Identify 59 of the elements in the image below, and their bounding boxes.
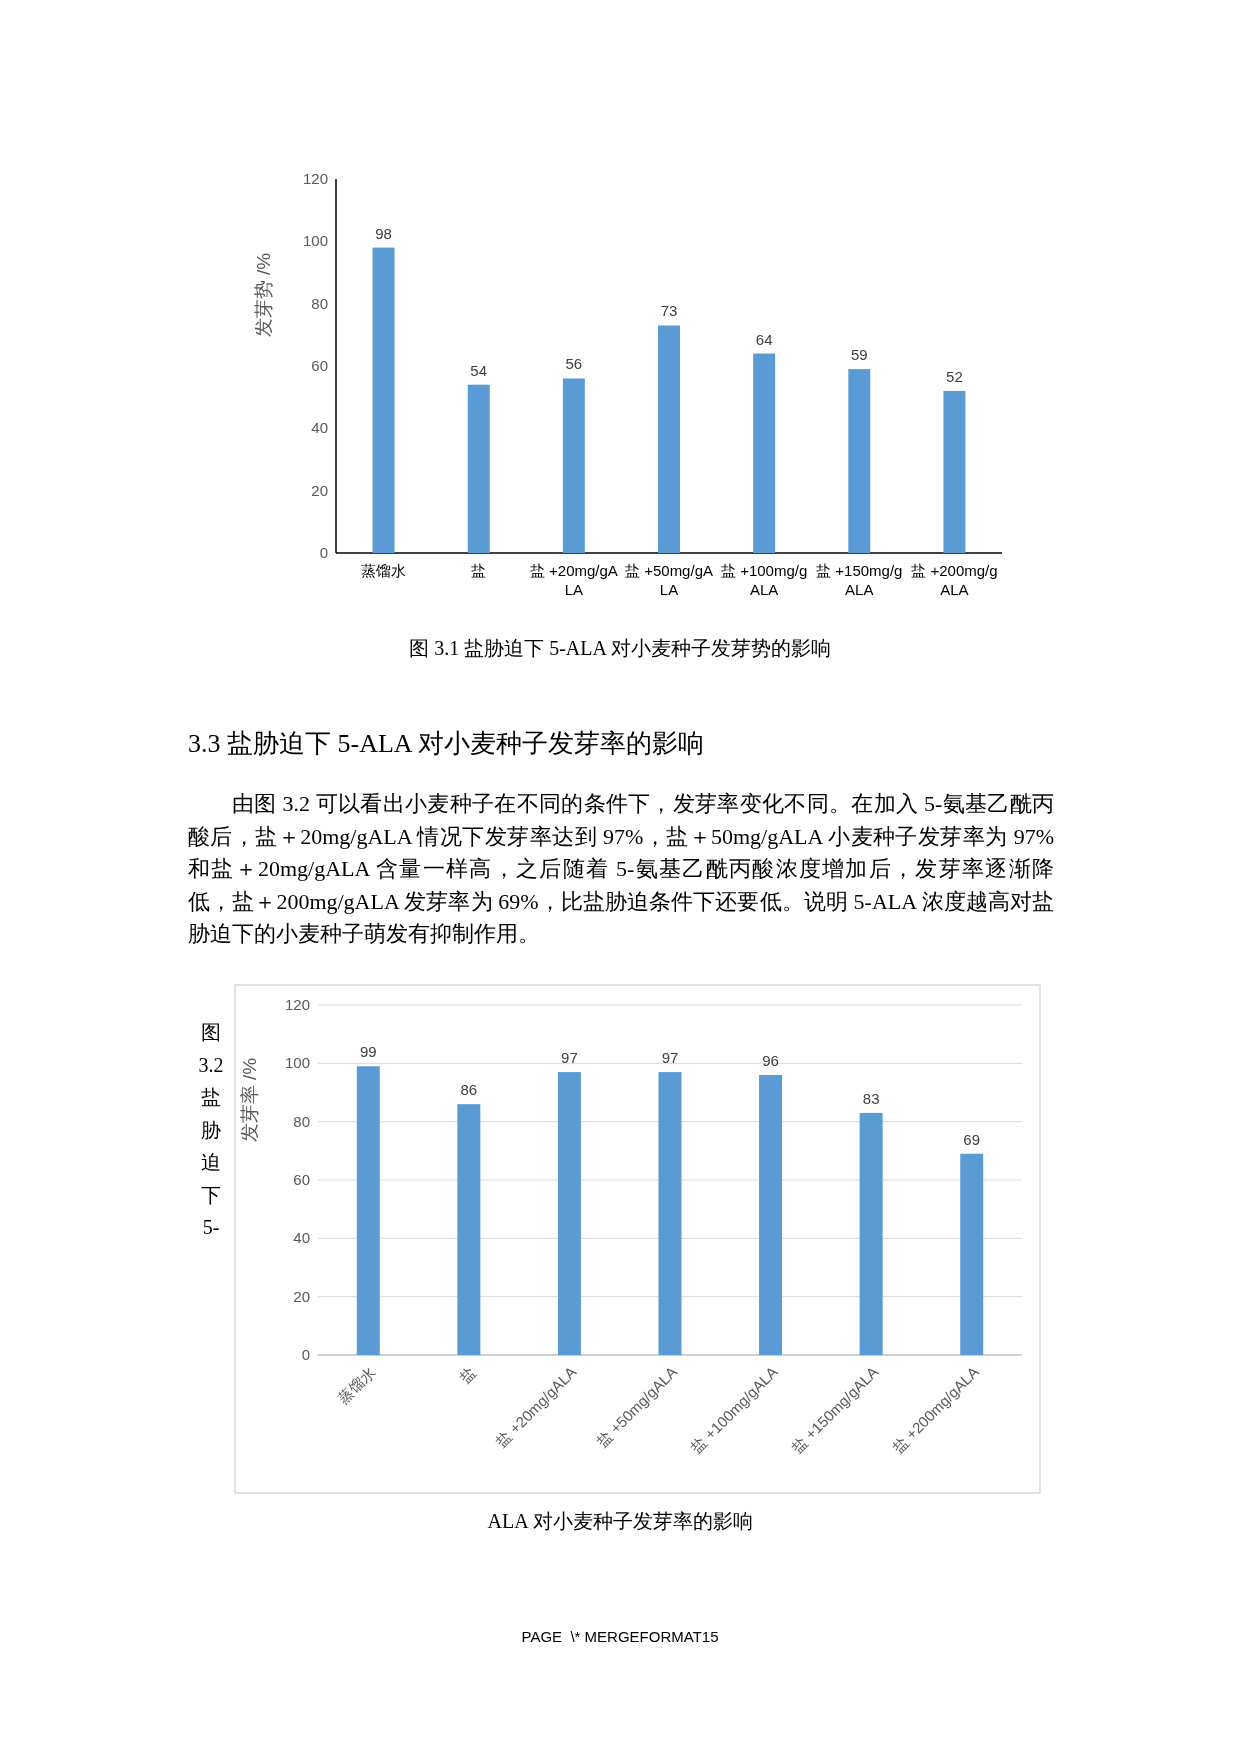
bar	[943, 390, 966, 553]
x-tick-label: 盐	[456, 1363, 479, 1386]
bar	[562, 378, 585, 553]
y-tick-label: 60	[311, 357, 328, 374]
data-label: 99	[359, 1043, 377, 1061]
caption: 图 3.2 盐胁迫下 5-	[197, 1020, 225, 1240]
data-label: 59	[850, 346, 868, 364]
bar	[759, 1075, 783, 1355]
bar	[859, 1112, 883, 1355]
bar	[356, 1066, 380, 1355]
text: 由图 3.2 可以看出小麦种子在不同的条件下，发芽率变化不同。在加入 5-氨基乙酰丙酸后，盐＋20mg/gALA 情况下发芽率达到 97%，盐＋50mg/gALA 小麦种子发芽率为 97%和盐＋20mg/gALA 含量一样高，之后随着 5-氨基乙酰丙酸浓度增加后，发芽率逐渐降低，盐＋200mg/gALA 发芽率为 69%，比盐胁迫条件下还要低。说明 5-ALA 浓度越高对盐胁迫下的小麦种子萌发有抑制作用。	[188, 790, 1054, 948]
data-label: 52	[946, 367, 963, 385]
data-label: 96	[762, 1052, 779, 1069]
y-tick-label: 80	[293, 1112, 310, 1130]
text: ALA 对小麦种子发芽率的影响	[486, 1509, 754, 1534]
x-tick-label: 盐 +50mg/gALA	[624, 561, 714, 599]
y-tick-label: 120	[302, 170, 328, 187]
data-label: 69	[963, 1130, 981, 1148]
y-axis-title: 发芽势 /%	[253, 252, 274, 338]
bar	[753, 353, 776, 553]
y-tick-label: 60	[293, 1171, 310, 1188]
data-label: 64	[755, 330, 773, 348]
y-tick-label: 120	[284, 996, 310, 1013]
text: 图 3.1 盐胁迫下 5-ALA 对小麦种子发芽势的影响	[408, 636, 832, 661]
y-tick-label: 0	[319, 544, 328, 561]
x-tick-label: 盐 +200mg/gALA	[910, 561, 999, 599]
y-tick-label: 0	[301, 1346, 310, 1363]
data-label: 86	[460, 1081, 478, 1099]
y-tick-label: 20	[311, 481, 328, 499]
y-axis-title: 发芽率 /%	[239, 1057, 260, 1143]
data-label: 97	[661, 1049, 679, 1067]
data-label: 98	[375, 224, 392, 242]
text: PAGE \* MERGEFORMAT15	[520, 1628, 720, 1645]
data-label: 97	[561, 1049, 578, 1067]
y-tick-label: 100	[284, 1054, 310, 1072]
y-tick-label: 40	[293, 1229, 310, 1247]
y-tick-label: 40	[311, 419, 328, 437]
y-tick-label: 20	[293, 1287, 310, 1305]
bar	[557, 1072, 581, 1355]
bar	[457, 1104, 481, 1355]
x-tick-label: 盐 +150mg/gALA	[815, 561, 904, 599]
x-tick-label: 盐 +100mg/gALA	[720, 561, 809, 599]
x-tick-label: 蒸馏水	[334, 1363, 379, 1407]
x-tick-label: 盐	[470, 561, 488, 580]
bar	[467, 384, 490, 553]
text: 3.3 盐胁迫下 5-ALA 对小麦种子发芽率的影响	[188, 728, 704, 760]
bar	[372, 247, 395, 553]
x-tick-label: 盐 +20mg/gALA	[528, 561, 619, 599]
bar	[658, 1072, 682, 1355]
data-label: 54	[470, 361, 488, 379]
bar	[658, 325, 680, 553]
data-label: 83	[862, 1089, 880, 1107]
y-tick-label: 80	[311, 294, 328, 312]
bar	[848, 369, 871, 553]
x-tick-label: 蒸馏水	[360, 561, 408, 580]
y-tick-label: 100	[302, 232, 328, 250]
data-label: 56	[565, 355, 583, 373]
bar	[960, 1153, 984, 1355]
data-label: 73	[660, 302, 678, 320]
